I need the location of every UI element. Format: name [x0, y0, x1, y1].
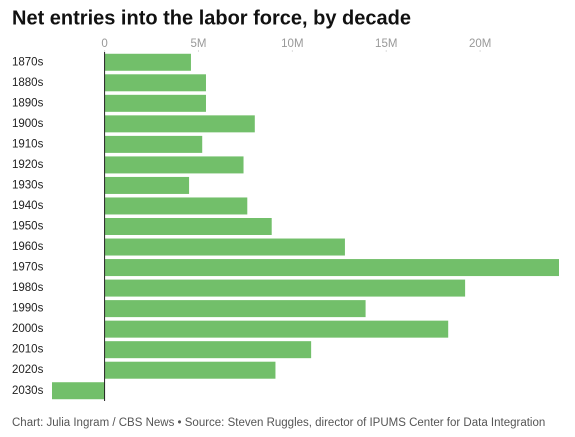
bar — [104, 300, 366, 318]
y-tick-label: 1920s — [12, 159, 44, 171]
y-tick-label: 2020s — [12, 364, 44, 376]
x-tick-label: 10M — [281, 38, 303, 50]
bar — [104, 218, 272, 235]
y-tick-label: 2010s — [12, 344, 44, 356]
y-tick-label: 1980s — [12, 282, 44, 294]
y-tick-label: 1930s — [12, 179, 44, 191]
bar — [104, 53, 191, 71]
y-tick-label: 1870s — [12, 56, 44, 68]
x-tick-label: 0 — [101, 38, 107, 50]
bar — [104, 197, 248, 215]
bar — [104, 259, 560, 277]
y-tick-label: 2000s — [12, 323, 44, 335]
x-tick-label: 15M — [375, 38, 397, 50]
y-tick-label: 1960s — [12, 241, 44, 253]
bar — [104, 320, 449, 338]
y-tick-label: 2030s — [12, 385, 44, 397]
y-tick-label: 1940s — [12, 200, 44, 212]
bar — [104, 238, 345, 256]
y-tick-label: 1890s — [12, 97, 44, 109]
footnote: Chart: Julia Ingram / CBS News • Source:… — [12, 417, 545, 429]
bar — [104, 94, 206, 112]
y-tick-label: 1970s — [12, 262, 44, 274]
y-tick-label: 1990s — [12, 303, 44, 315]
y-tick-label: 1910s — [12, 138, 44, 150]
y-tick-label: 1880s — [12, 77, 44, 89]
bar — [52, 382, 105, 400]
bar — [104, 156, 244, 174]
bar — [104, 361, 276, 379]
chart-title: Net entries into the labor force, by dec… — [12, 7, 411, 29]
bar — [104, 279, 466, 297]
x-tick-label: 5M — [190, 38, 206, 50]
y-tick-label: 1950s — [12, 221, 44, 233]
x-tick-label: 20M — [469, 38, 491, 50]
bar — [104, 135, 203, 153]
bar — [104, 341, 312, 359]
bar — [104, 115, 255, 133]
y-tick-label: 1900s — [12, 118, 44, 130]
bar — [104, 74, 206, 92]
bar — [104, 176, 190, 194]
